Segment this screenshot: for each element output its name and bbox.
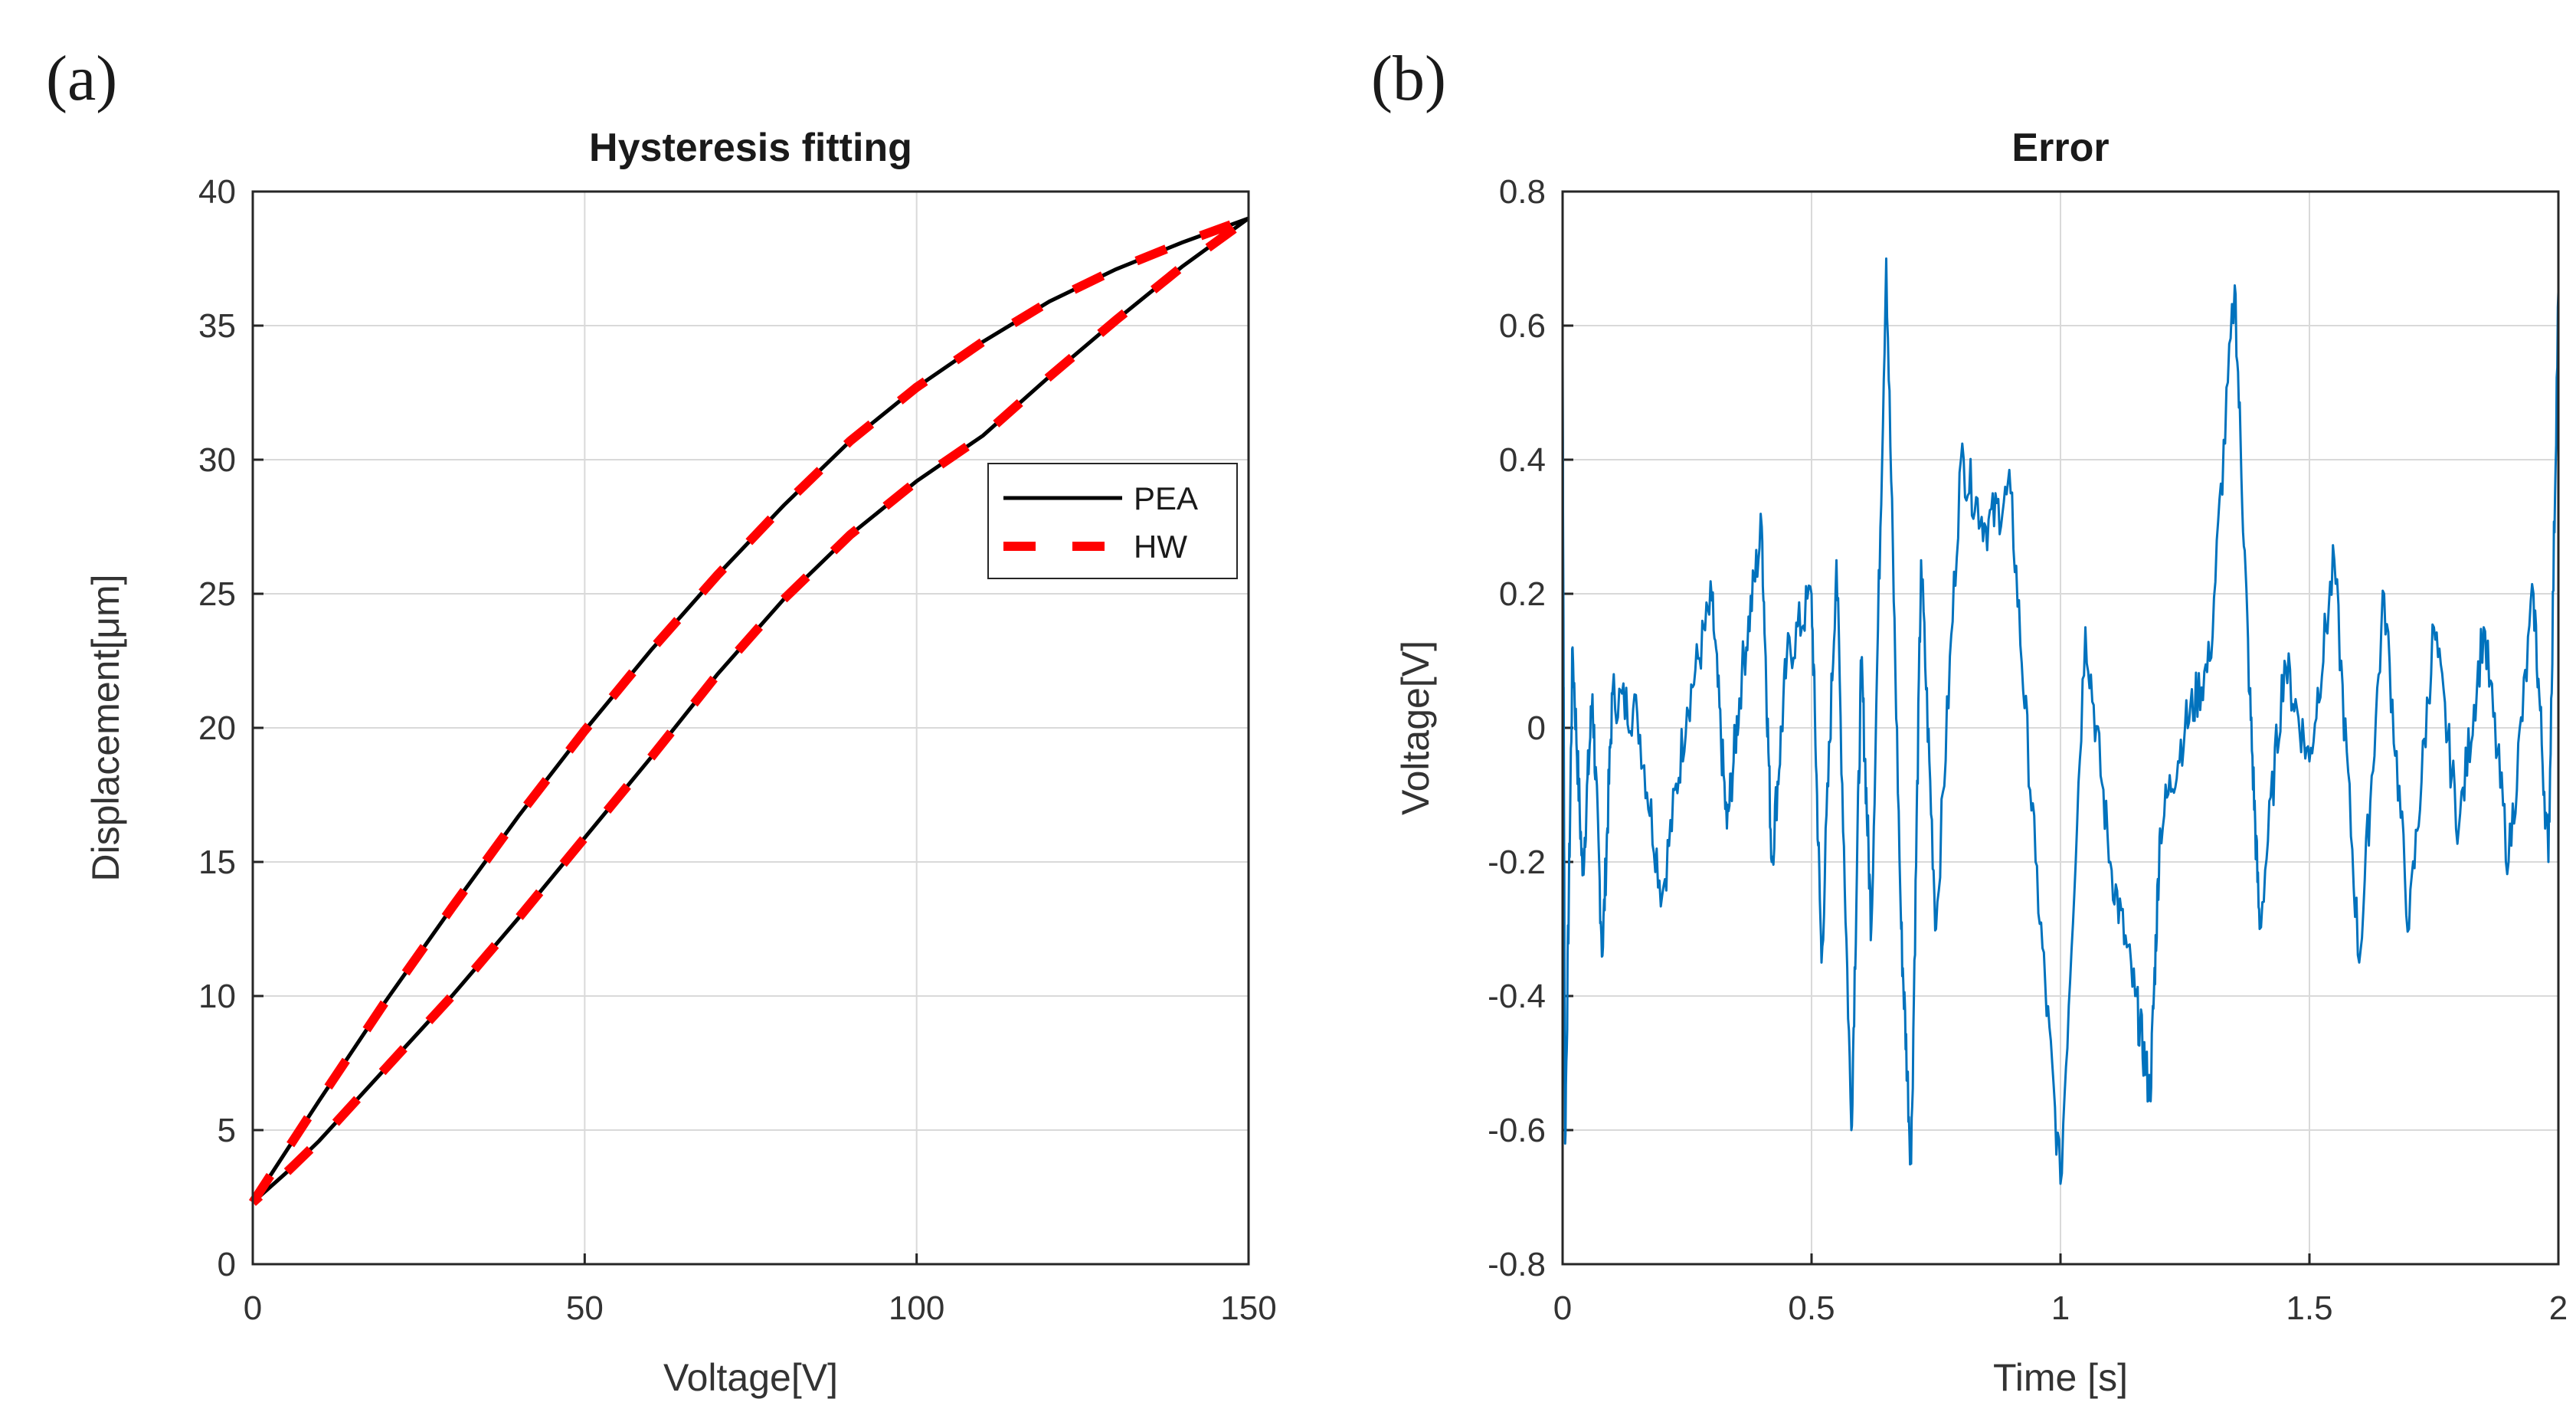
error-chart: Error Time [s] Voltage[V] 0 0.5 1 1.5 2 -0.8 -… <box>1394 126 2568 1399</box>
hysteresis-x-tick-label: 100 <box>889 1289 944 1327</box>
hysteresis-x-tick-label: 50 <box>566 1289 604 1327</box>
hysteresis-y-tick-label: 25 <box>198 575 236 613</box>
hysteresis-x-tick-label: 0 <box>244 1289 262 1327</box>
hysteresis-y-tick-label: 30 <box>198 441 236 479</box>
hysteresis-legend: PEA HW <box>987 463 1238 579</box>
error-series <box>1561 257 2560 1185</box>
hysteresis-y-tick-label: 20 <box>198 709 236 747</box>
error-x-tick-label: 1.5 <box>2286 1289 2332 1327</box>
error-y-tick-label: -0.4 <box>1488 978 1546 1015</box>
legend-box <box>987 463 1238 579</box>
error-y-tick-label: -0.6 <box>1488 1112 1546 1149</box>
error-y-tick-label: -0.8 <box>1488 1246 1546 1283</box>
error-x-tick-label: 1 <box>2051 1289 2070 1327</box>
hysteresis-grid <box>253 192 1249 1264</box>
panel-label-b: (b) <box>1371 43 1446 114</box>
error-y-axis-label: Voltage[V] <box>1394 641 1437 815</box>
error-x-tick-label: 2 <box>2549 1289 2568 1327</box>
error-y-tick-label: 0.4 <box>1499 441 1546 479</box>
hysteresis-y-tick-label: 10 <box>198 978 236 1015</box>
error-plot-frame <box>1561 190 2560 1266</box>
hysteresis-y-tick-label: 0 <box>218 1246 236 1283</box>
error-y-tick-label: 0 <box>1527 709 1546 747</box>
error-x-tick-label: 0.5 <box>1788 1289 1835 1327</box>
panel-label-a: (a) <box>46 43 117 114</box>
hysteresis-series <box>248 214 1252 1206</box>
hysteresis-x-tick-label: 150 <box>1220 1289 1276 1327</box>
hysteresis-x-axis-label: Voltage[V] <box>663 1356 838 1399</box>
hysteresis-y-tick-label: 15 <box>198 844 236 881</box>
error-y-tick-label: 0.2 <box>1499 575 1546 613</box>
error-y-tick-label: -0.2 <box>1488 844 1546 881</box>
legend-label-pea: PEA <box>1134 480 1198 516</box>
hysteresis-y-tick-label: 35 <box>198 307 236 345</box>
error-ticks: 0 0.5 1 1.5 2 -0.8 -0.6 -0.4 -0.2 0 0.2 0.4 0.6 0.8 <box>1488 173 2568 1327</box>
hysteresis-y-axis-label: Displacement[μm] <box>84 574 127 881</box>
legend-label-hw: HW <box>1134 529 1187 565</box>
hysteresis-ticks: 0 50 100 150 0 5 10 15 20 25 30 35 40 <box>198 173 1277 1327</box>
error-x-axis-label: Time [s] <box>1993 1356 2128 1399</box>
error-chart-title: Error <box>2011 126 2109 170</box>
error-grid <box>1563 192 2558 1264</box>
series-line-hw <box>248 214 1252 1206</box>
hysteresis-chart: Hysteresis fitting Voltage[V] Displaceme… <box>84 126 1277 1399</box>
hysteresis-y-tick-label: 5 <box>218 1112 236 1149</box>
error-x-tick-label: 0 <box>1553 1289 1572 1327</box>
hysteresis-plot-frame <box>251 190 1250 1266</box>
hysteresis-y-tick-label: 40 <box>198 173 236 211</box>
series-line-error <box>1561 257 2560 1185</box>
error-y-tick-label: 0.8 <box>1499 173 1546 211</box>
error-y-tick-label: 0.6 <box>1499 307 1546 345</box>
hysteresis-chart-title: Hysteresis fitting <box>589 126 912 170</box>
